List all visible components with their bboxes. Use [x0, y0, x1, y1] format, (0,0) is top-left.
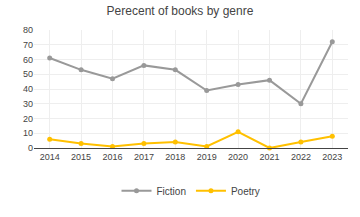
svg-text:Fiction: Fiction — [157, 186, 186, 197]
svg-text:80: 80 — [23, 25, 33, 35]
svg-text:2019: 2019 — [197, 152, 217, 162]
svg-text:2023: 2023 — [322, 152, 342, 162]
svg-text:2015: 2015 — [71, 152, 91, 162]
svg-text:10: 10 — [23, 128, 33, 138]
svg-text:2021: 2021 — [259, 152, 279, 162]
svg-text:2016: 2016 — [102, 152, 122, 162]
svg-text:20: 20 — [23, 114, 33, 124]
svg-text:0: 0 — [28, 143, 33, 153]
svg-text:2014: 2014 — [40, 152, 60, 162]
svg-text:30: 30 — [23, 99, 33, 109]
svg-text:50: 50 — [23, 69, 33, 79]
svg-text:60: 60 — [23, 55, 33, 65]
svg-text:2020: 2020 — [228, 152, 248, 162]
svg-text:Poetry: Poetry — [231, 186, 260, 197]
svg-text:2022: 2022 — [291, 152, 311, 162]
svg-text:2017: 2017 — [134, 152, 154, 162]
svg-text:40: 40 — [23, 84, 33, 94]
svg-text:70: 70 — [23, 40, 33, 50]
svg-text:Perecent of books by genre: Perecent of books by genre — [107, 4, 254, 18]
svg-text:2018: 2018 — [165, 152, 185, 162]
